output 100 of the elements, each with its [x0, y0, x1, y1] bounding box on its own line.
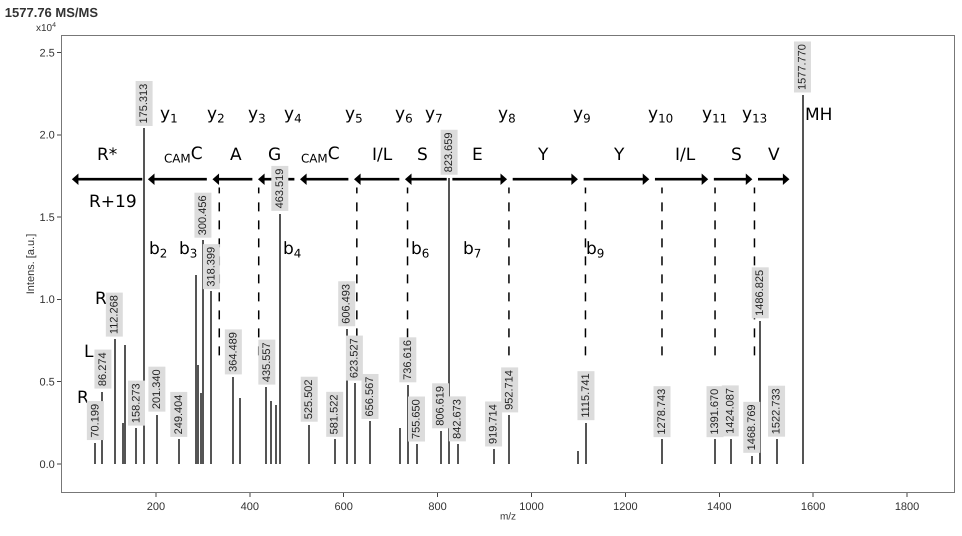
bar — [114, 339, 116, 464]
annotation: R — [77, 388, 89, 408]
annotation: b$_{9}$ — [586, 239, 604, 261]
annotation: 86.274 — [96, 352, 109, 386]
annotation: 919.714 — [488, 404, 500, 444]
annotation: 842.673 — [451, 399, 464, 439]
bar — [124, 345, 126, 464]
y-tick-label: 1.5 — [40, 212, 55, 224]
annotation: b$_{2}$ — [149, 239, 168, 261]
annotation: 806.619 — [434, 386, 447, 426]
annotation: b$_{3}$ — [179, 239, 198, 261]
bar — [416, 444, 418, 464]
y-axis-title: Intens. [a.u.] — [25, 234, 38, 294]
annotation: y$_{5}$ — [345, 104, 363, 126]
annotation: 1278.743 — [656, 388, 668, 435]
x-tick-label: 600 — [334, 501, 353, 514]
bar — [239, 398, 241, 464]
y-tick-label: 2.0 — [40, 130, 55, 142]
annotation: y$_{9}$ — [573, 104, 591, 126]
annotation: 112.268 — [108, 295, 120, 334]
annotation: 364.489 — [227, 332, 240, 372]
annotation: 1577.770 — [796, 44, 808, 90]
bar — [178, 439, 180, 464]
annotation: 1424.087 — [724, 388, 736, 434]
annotation: b$_{6}$ — [411, 239, 430, 261]
annotation: y$_{3}$ — [248, 104, 266, 126]
bar — [369, 421, 371, 464]
bar — [730, 439, 732, 464]
annotation: A — [230, 145, 242, 165]
y-tick-label: 0.5 — [40, 376, 55, 389]
annotation: 175.313 — [138, 84, 150, 124]
bar — [776, 439, 778, 464]
bar — [334, 439, 336, 464]
annotation: $_{CAM}$C — [301, 144, 340, 166]
annotation: 1115.741 — [580, 373, 592, 418]
annotation: 755.650 — [410, 399, 422, 440]
annotation: R+19 — [89, 192, 137, 212]
annotation: V — [768, 145, 780, 165]
annotation: Y — [537, 145, 549, 165]
x-tick-label: 800 — [428, 501, 447, 514]
bar — [232, 377, 234, 464]
annotation: y$_{10}$ — [648, 104, 674, 126]
y-tick-label: 1.0 — [40, 294, 55, 306]
annotation: 463.519 — [274, 168, 286, 208]
annotation: y$_{2}$ — [207, 104, 225, 126]
annotation: I/L — [675, 145, 696, 165]
x-tick-label: 1000 — [519, 501, 544, 514]
annotation: y$_{8}$ — [498, 104, 516, 126]
x-tick-label: 400 — [240, 501, 259, 514]
annotation: 823.659 — [443, 132, 456, 172]
annotation: 656.567 — [364, 376, 376, 416]
annotation: y$_{13}$ — [742, 104, 768, 126]
bar — [135, 428, 137, 464]
y-tick-label: 2.5 — [40, 47, 55, 60]
annotation: G — [268, 145, 282, 165]
bar — [493, 449, 495, 464]
annotation: L — [84, 342, 94, 362]
annotation: MH — [805, 105, 832, 125]
annotation: 1486.825 — [754, 270, 766, 316]
bar — [202, 240, 204, 464]
annotation: 300.456 — [196, 195, 209, 236]
annotation: y$_{7}$ — [425, 104, 443, 126]
bar — [751, 456, 753, 464]
annotation: 158.273 — [130, 383, 143, 424]
bar — [508, 415, 510, 464]
bar — [457, 444, 459, 464]
annotation: 201.340 — [150, 369, 163, 410]
annotation: b$_{7}$ — [463, 239, 482, 261]
annotation: 581.522 — [328, 394, 341, 434]
x-tick-label: 1800 — [894, 501, 920, 514]
bar — [265, 387, 267, 464]
bar — [661, 439, 663, 464]
bar — [94, 443, 96, 464]
annotation: S — [731, 145, 742, 165]
chart-title: 1577.76 MS/MS — [4, 5, 98, 20]
bar — [210, 291, 212, 464]
annotation: 1391.670 — [709, 388, 722, 435]
bar — [195, 275, 197, 464]
bar — [354, 383, 356, 464]
annotation: I/L — [372, 145, 393, 165]
annotation: 952.714 — [504, 370, 516, 410]
y-tick-label: 0.0 — [40, 458, 55, 471]
bar — [585, 423, 587, 464]
annotation: b$_{4}$ — [283, 239, 302, 261]
annotation: 525.502 — [303, 379, 316, 420]
x-tick-label: 200 — [146, 501, 166, 514]
bar — [270, 401, 272, 464]
annotation: $_{CAM}$C — [164, 144, 203, 166]
x-axis-title: m/z — [500, 512, 516, 523]
bar — [308, 425, 310, 464]
annotation: 435.557 — [260, 342, 273, 382]
annotation: 1468.769 — [746, 404, 758, 450]
x-tick-label: 1400 — [707, 501, 732, 514]
bar — [440, 431, 442, 464]
annotation: y$_{11}$ — [702, 104, 728, 126]
bar — [156, 415, 158, 464]
bar — [577, 451, 579, 464]
annotation: 736.616 — [402, 340, 414, 380]
annotation: y$_{1}$ — [160, 104, 178, 126]
annotation: E — [472, 145, 483, 165]
